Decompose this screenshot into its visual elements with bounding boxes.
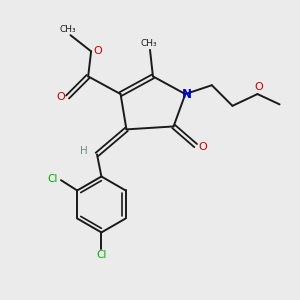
Text: O: O bbox=[199, 142, 207, 152]
Text: O: O bbox=[57, 92, 65, 102]
Text: CH₃: CH₃ bbox=[140, 39, 157, 48]
Text: O: O bbox=[93, 46, 102, 56]
Text: O: O bbox=[255, 82, 263, 92]
Text: CH₃: CH₃ bbox=[59, 25, 76, 34]
Text: N: N bbox=[182, 88, 192, 100]
Text: Cl: Cl bbox=[96, 250, 106, 260]
Text: H: H bbox=[80, 146, 88, 157]
Text: Cl: Cl bbox=[47, 174, 57, 184]
